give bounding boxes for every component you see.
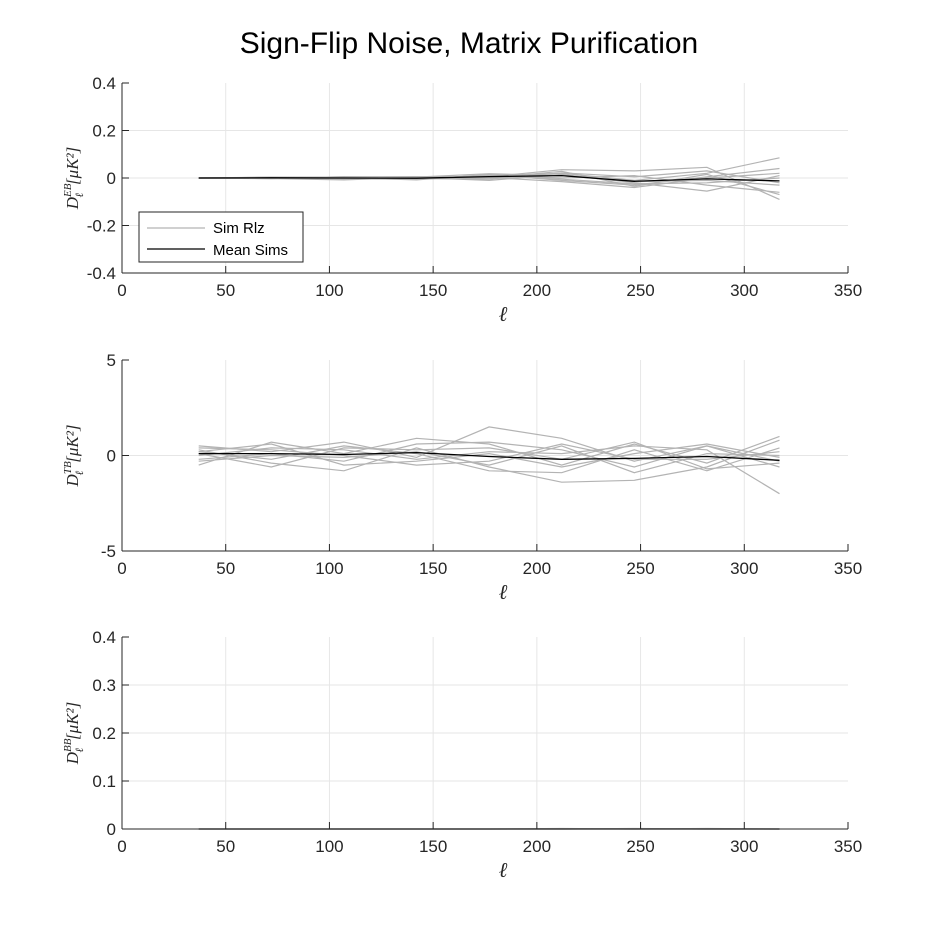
- legend-mean-label: Mean Sims: [213, 242, 288, 259]
- chart-bb: 0 50 100 150 200 250 300 350 0 0.1 0.2 0.3 0.4 ℓ DBBℓ[…: [62, 628, 862, 882]
- panels: 0 50 100 150 200 250 300 350-0.4-0.200.20.4ℓDEB…: [62, 74, 862, 882]
- x-tick-label: 300: [730, 281, 758, 300]
- x-axis-label: ℓ: [499, 580, 508, 604]
- x-tick-label: 200: [523, 281, 551, 300]
- y-tick-label: 0: [107, 169, 116, 188]
- x-tick-label: 200: [523, 837, 551, 856]
- legend-box: [138, 211, 304, 263]
- legend-sim-label: Sim Rlz: [213, 220, 265, 237]
- y-tick-label: 0.2: [92, 122, 116, 141]
- y-tick-label: 0: [107, 820, 116, 839]
- y-axis-label: DEBℓ[μK²]: [62, 147, 86, 211]
- figure-title: Sign-Flip Noise, Matrix Purification: [240, 27, 698, 60]
- x-tick-label: 100: [315, 281, 343, 300]
- x-tick-label: 200: [523, 559, 551, 578]
- y-tick-label: 0: [107, 447, 116, 466]
- x-tick-label: 50: [216, 837, 235, 856]
- x-tick-label: 250: [626, 559, 654, 578]
- x-axis-label: ℓ: [499, 858, 508, 882]
- y-tick-label: 0.2: [92, 724, 116, 743]
- y-tick-label: 0.1: [92, 772, 116, 791]
- x-tick-label: 100: [315, 837, 343, 856]
- x-tick-label: 50: [216, 281, 235, 300]
- sim-line-3: [198, 439, 780, 483]
- x-tick-label: 50: [216, 559, 235, 578]
- y-tick-label: 0.3: [92, 676, 116, 695]
- x-tick-label: 350: [834, 281, 862, 300]
- x-tick-label: 300: [730, 837, 758, 856]
- x-tick-label: 0: [117, 559, 126, 578]
- chart-eb: 0 50 100 150 200 250 300 350 -0.4 -0.2 0 0.2 0.4 ℓ DEB…: [62, 74, 862, 326]
- y-tick-label: 5: [107, 351, 116, 370]
- mean-line: [198, 174, 780, 182]
- y-tick-label: 0.4: [92, 74, 116, 93]
- x-tick-label: 0: [117, 837, 126, 856]
- sim-line-4: [198, 445, 780, 495]
- sim-line-7: [198, 443, 780, 466]
- y-axis-label: DBBℓ[μK²]: [62, 702, 86, 766]
- y-tick-label: -5: [101, 542, 116, 561]
- y-tick-label: -0.2: [87, 217, 116, 236]
- x-axis-label: ℓ: [499, 302, 508, 326]
- x-tick-label: 250: [626, 281, 654, 300]
- y-tick-label: -0.4: [87, 264, 116, 283]
- sim-line-10: [198, 443, 780, 468]
- x-tick-label: 150: [419, 559, 447, 578]
- x-tick-label: 0: [117, 281, 126, 300]
- x-tick-label: 150: [419, 837, 447, 856]
- sim-line-9: [198, 445, 780, 474]
- x-tick-label: 100: [315, 559, 343, 578]
- x-tick-label: 350: [834, 559, 862, 578]
- y-axis-label: DTBℓ[μK²]: [62, 425, 86, 488]
- x-tick-label: 350: [834, 837, 862, 856]
- x-tick-label: 150: [419, 281, 447, 300]
- x-tick-label: 300: [730, 559, 758, 578]
- mean-line: [198, 451, 780, 461]
- legend: Sim Rlz Mean Sims: [138, 211, 304, 263]
- sim-line-5: [198, 445, 780, 474]
- x-tick-label: 250: [626, 837, 654, 856]
- y-tick-label: 0.4: [92, 628, 116, 647]
